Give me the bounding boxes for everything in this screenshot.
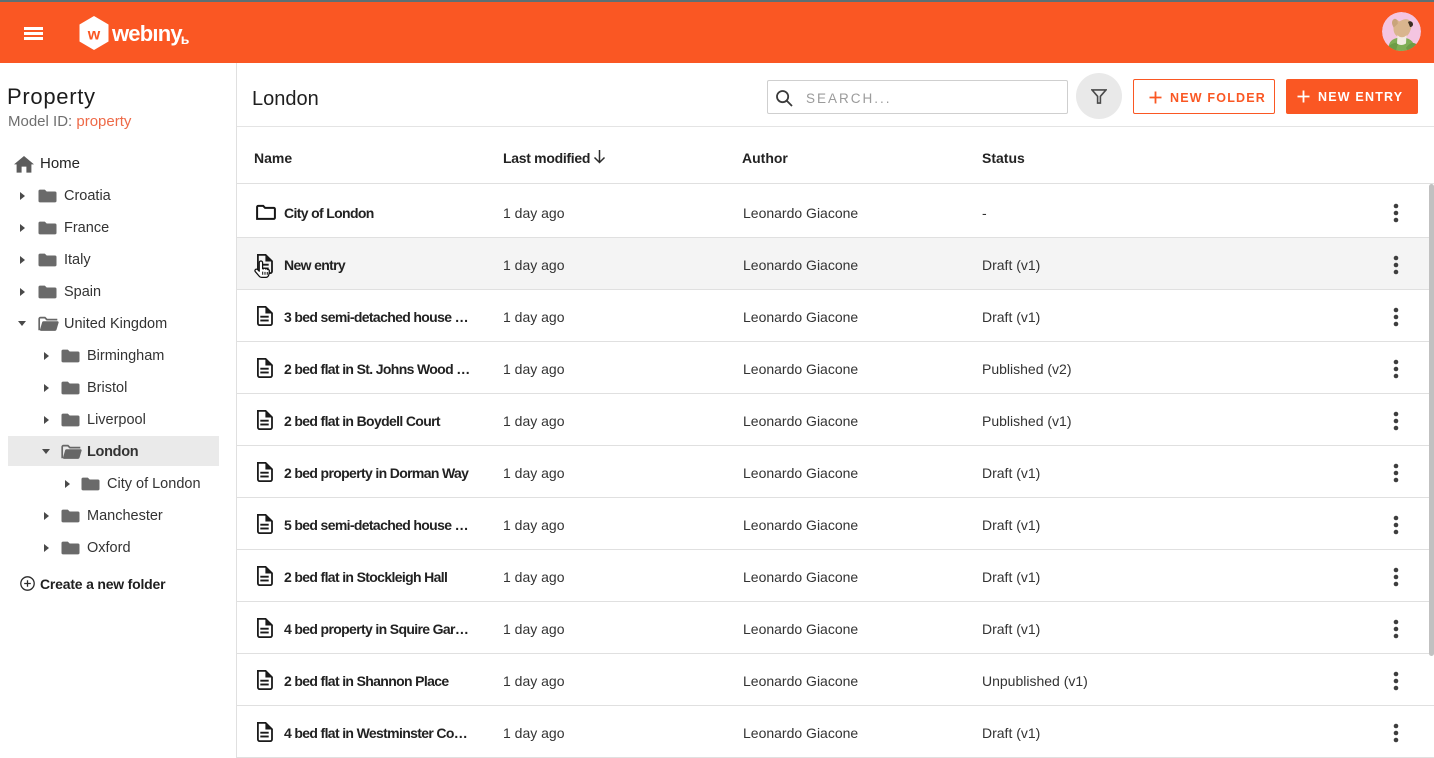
svg-text:w: w <box>87 27 101 44</box>
